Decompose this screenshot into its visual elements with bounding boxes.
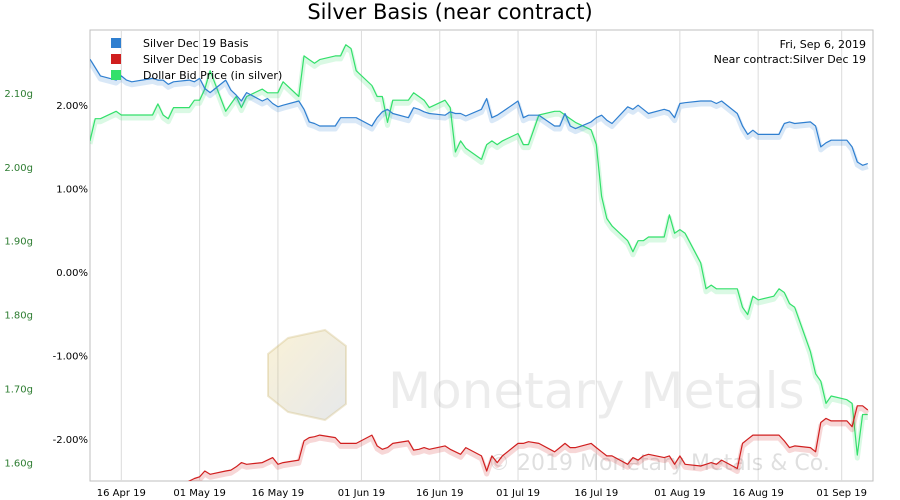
- y-left-tick-label: 1.60g: [4, 459, 33, 470]
- x-tick-label: 01 May 19: [173, 488, 225, 499]
- x-tick-label: 01 Jul 19: [496, 488, 540, 499]
- y-right-tick-label: 2.00%: [56, 101, 88, 112]
- legend-swatch: [111, 38, 121, 48]
- y-left-tick-label: 2.10g: [4, 89, 33, 100]
- series-line-dollar-bid-price-in-silver: [90, 44, 868, 456]
- legend-entry: Dollar Bid Price (in silver): [143, 69, 282, 82]
- y-left-tick-label: 1.90g: [4, 237, 33, 248]
- y-left-axis: 1.60g 1.70g 1.80g 1.90g 2.00g 2.10g: [4, 89, 33, 470]
- date-label: Fri, Sep 6, 2019: [780, 38, 866, 51]
- x-tick-label: 16 Jun 19: [416, 488, 463, 499]
- y-right-tick-label: 0.00%: [56, 268, 88, 279]
- x-tick-label: 01 Jun 19: [338, 488, 385, 499]
- copyright-text: © 2019 Monetary Metals & Co.: [488, 451, 830, 476]
- legend-swatch: [111, 54, 121, 64]
- y-left-tick-label: 2.00g: [4, 163, 33, 174]
- y-left-tick-label: 1.70g: [4, 385, 33, 396]
- series-shadow-dollar-bid-price-in-silver: [90, 45, 868, 461]
- x-tick-label: 16 May 19: [252, 488, 304, 499]
- series-shadow-silver-dec-19-cobasis: [189, 406, 870, 481]
- x-axis: 16 Apr 19 01 May 19 16 May 19 01 Jun 19 16 J…: [97, 488, 867, 499]
- series-line-silver-dec-19-basis: [90, 58, 868, 166]
- plot-area: [89, 29, 874, 482]
- y-right-axis: 2.00% 1.00% 0.00% -1.00% -2.00%: [53, 101, 88, 446]
- x-tick-label: 01 Sep 19: [816, 488, 867, 499]
- legend-entry: Silver Dec 19 Cobasis: [143, 53, 263, 66]
- y-left-tick-label: 1.80g: [4, 311, 33, 322]
- watermark-logo-icon: [267, 328, 347, 422]
- x-tick-label: 01 Aug 19: [654, 488, 705, 499]
- legend-swatch: [111, 70, 121, 80]
- series-line-silver-dec-19-cobasis: [187, 405, 869, 481]
- series-shadow-silver-dec-19-basis: [90, 60, 869, 171]
- grid: [120, 30, 843, 481]
- legend-entry: Silver Dec 19 Basis: [143, 37, 249, 50]
- series-layer: [90, 44, 870, 481]
- y-right-tick-label: -1.00%: [53, 352, 88, 363]
- watermark: Monetary Metals © 2019 Monetary Metals &…: [267, 328, 830, 476]
- chart-title: Silver Basis (near contract): [307, 0, 592, 24]
- contract-label: Near contract:Silver Dec 19: [714, 53, 866, 66]
- x-tick-label: 16 Apr 19: [97, 488, 146, 499]
- watermark-text: Monetary Metals: [388, 362, 805, 420]
- y-right-tick-label: -2.00%: [53, 435, 88, 446]
- x-tick-label: 16 Jul 19: [574, 488, 618, 499]
- legend: Silver Dec 19 Basis Silver Dec 19 Cobasis…: [111, 37, 282, 82]
- y-right-tick-label: 1.00%: [56, 185, 88, 196]
- x-tick-label: 16 Aug 19: [732, 488, 783, 499]
